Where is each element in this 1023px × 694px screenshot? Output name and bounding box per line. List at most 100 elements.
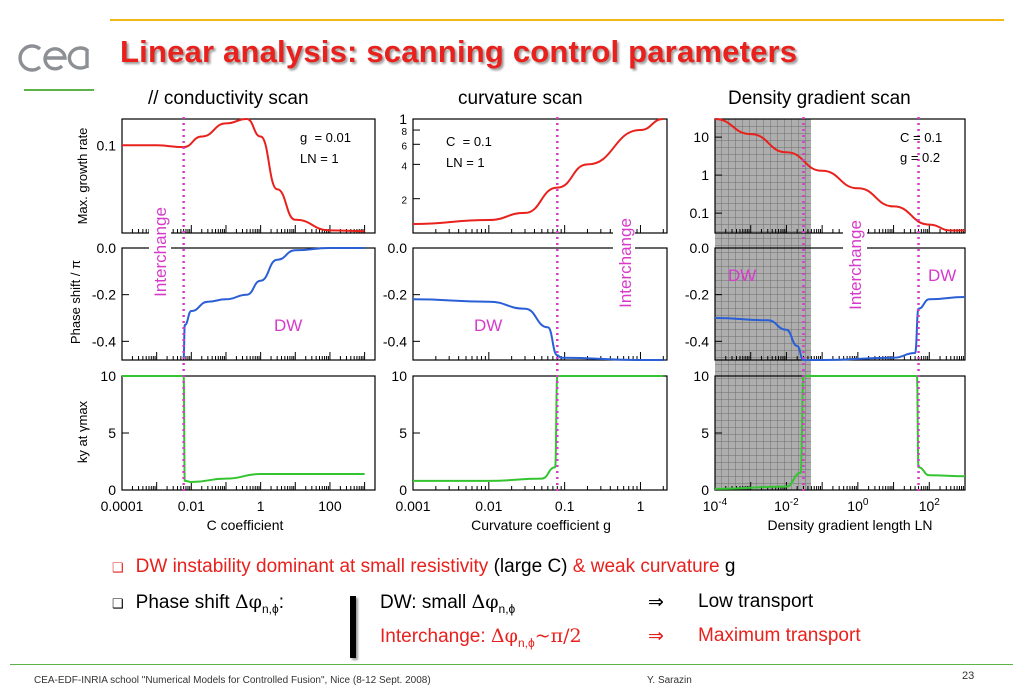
y-tick-label: 4 bbox=[401, 161, 407, 172]
series-line bbox=[412, 298, 664, 361]
phase-shift-label: Phase shift bbox=[135, 592, 230, 613]
y-tick-label: 5 bbox=[701, 425, 709, 441]
bullet-1: ❑ DW instability dominant at small resist… bbox=[112, 556, 735, 578]
y-tick-label: 1 bbox=[399, 111, 407, 127]
series-line bbox=[714, 296, 966, 361]
ic-result: Maximum transport bbox=[698, 625, 861, 646]
footer-author: Y. Sarazin bbox=[647, 675, 692, 686]
top-accent-line bbox=[110, 19, 1004, 21]
column-title-conductivity: // conductivity scan bbox=[148, 88, 309, 109]
dw-label: DW: small bbox=[380, 592, 472, 613]
dw-phi: Δφ bbox=[471, 591, 499, 613]
x-tick-label: 10-2 bbox=[774, 497, 799, 514]
y-tick-label: 0.0 bbox=[97, 240, 117, 256]
dw-arrow: ⇒ bbox=[648, 592, 664, 613]
x-tick-label: 100 bbox=[318, 498, 342, 514]
param-dens-2: g = 0.2 bbox=[900, 150, 940, 165]
column-title-curvature: curvature scan bbox=[458, 88, 583, 109]
regime-curv-interchange: Interchange bbox=[616, 218, 635, 308]
y-tick-label: 10 bbox=[693, 129, 709, 145]
series-line bbox=[122, 117, 365, 233]
x-tick-label: 0.0001 bbox=[101, 498, 144, 514]
param-cond-2: LN = 1 bbox=[300, 151, 339, 166]
y-tick-label: 5 bbox=[108, 425, 116, 441]
y-tick-label: 10 bbox=[100, 368, 116, 384]
ic-phi: Δφ bbox=[490, 625, 518, 647]
panel-frame bbox=[412, 375, 668, 491]
bracket-bar bbox=[350, 596, 356, 658]
x-tick-label: 1 bbox=[637, 498, 645, 514]
regime-dens-dw-left: DW bbox=[728, 266, 756, 285]
dw-result: Low transport bbox=[698, 591, 814, 612]
cea-logo bbox=[18, 44, 89, 72]
x-tick-label: 102 bbox=[919, 497, 941, 514]
bullet-1-part1: DW instability dominant at small resisti… bbox=[135, 556, 489, 577]
param-curv-2: LN = 1 bbox=[446, 155, 485, 170]
ylabel-ky: ky at γmax bbox=[75, 400, 90, 463]
footer-text: CEA-EDF-INRIA school "Numerical Models f… bbox=[34, 675, 431, 686]
y-tick-label: 0.0 bbox=[690, 240, 710, 256]
series-line bbox=[122, 375, 365, 484]
y-tick-label: 0.1 bbox=[97, 137, 117, 153]
series-line bbox=[412, 374, 664, 482]
y-tick-label: 0 bbox=[108, 482, 116, 498]
y-tick-label: -0.4 bbox=[92, 333, 116, 349]
y-tick-label: -0.2 bbox=[383, 287, 407, 303]
dw-row: DW: small Δφn,ϕ bbox=[380, 591, 515, 616]
phase-shift-colon: : bbox=[278, 592, 284, 613]
phase-shift-phi: Δφ bbox=[234, 591, 262, 613]
param-curv-1: C = 0.1 bbox=[446, 134, 492, 149]
page-number: 23 bbox=[962, 670, 975, 682]
x-tick-label: 10-4 bbox=[703, 497, 728, 514]
y-tick-label: 10 bbox=[693, 368, 709, 384]
y-tick-label: -0.2 bbox=[685, 287, 709, 303]
y-tick-label: -0.4 bbox=[383, 333, 407, 349]
regime-cond-interchange: Interchange bbox=[151, 207, 170, 297]
y-tick-label: -0.4 bbox=[685, 333, 709, 349]
ylabel-phase: Phase shift / π bbox=[68, 260, 83, 344]
panel-frame bbox=[412, 247, 668, 361]
ic-label: Interchange: bbox=[380, 626, 491, 647]
y-tick-label: 0.1 bbox=[690, 205, 710, 221]
bullet-1-part3: & weak curvature bbox=[572, 556, 720, 577]
y-tick-label: 8 bbox=[401, 127, 407, 138]
slide-title: Linear analysis: scanning control parame… bbox=[120, 34, 798, 69]
x-tick-label: 100 bbox=[847, 497, 869, 514]
y-tick-label: 6 bbox=[401, 141, 407, 152]
y-tick-label: 1 bbox=[701, 167, 709, 183]
panel-frame bbox=[714, 118, 966, 234]
dw-sub: n,ϕ bbox=[498, 601, 516, 616]
bullet-2: ❑ Phase shift Δφn,ϕ: bbox=[112, 591, 284, 616]
regime-cond-dw: DW bbox=[274, 316, 302, 335]
bullet-marker-1: ❑ bbox=[112, 560, 124, 575]
bullet-1-part2: (large C) bbox=[488, 556, 573, 577]
x-tick-label: 1 bbox=[257, 498, 265, 514]
regime-dens-dw-right: DW bbox=[928, 266, 956, 285]
ic-tail: ~π/2 bbox=[534, 625, 582, 647]
bullet-marker-2: ❑ bbox=[112, 596, 124, 611]
series-line bbox=[412, 118, 664, 225]
xlabel-density: Density gradient length LN bbox=[768, 517, 933, 533]
bullet-1-part4: g bbox=[719, 556, 736, 577]
param-dens-1: C = 0.1 bbox=[900, 130, 942, 145]
column-title-density: Density gradient scan bbox=[728, 88, 911, 109]
panel-frame bbox=[121, 375, 376, 491]
y-tick-label: 5 bbox=[399, 425, 407, 441]
y-tick-label: 2 bbox=[401, 196, 407, 207]
y-tick-label: 10 bbox=[391, 368, 407, 384]
x-tick-label: 0.1 bbox=[555, 498, 575, 514]
footer-rule bbox=[10, 664, 1013, 665]
xlabel-conductivity: C coefficient bbox=[207, 517, 284, 533]
param-cond-1: g = 0.01 bbox=[300, 130, 351, 145]
xlabel-curvature: Curvature coefficient g bbox=[471, 517, 611, 533]
y-tick-label: 0 bbox=[399, 482, 407, 498]
phase-shift-sub: n,ϕ bbox=[261, 601, 279, 616]
y-tick-label: -0.2 bbox=[92, 287, 116, 303]
ic-sub: n,ϕ bbox=[517, 635, 535, 650]
regime-dens-interchange: Interchange bbox=[846, 220, 865, 310]
y-tick-label: 0.0 bbox=[388, 240, 408, 256]
series-line bbox=[714, 374, 966, 490]
series-line bbox=[182, 247, 365, 359]
panel-frame bbox=[412, 118, 668, 234]
